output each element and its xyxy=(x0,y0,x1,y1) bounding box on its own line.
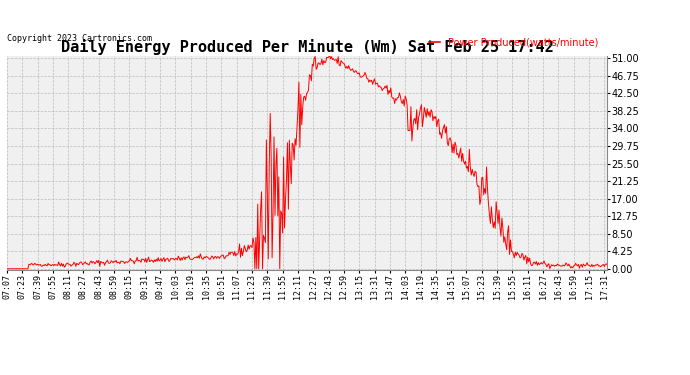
Legend: Power Produced(watts/minute): Power Produced(watts/minute) xyxy=(425,33,602,51)
Text: Copyright 2023 Cartronics.com: Copyright 2023 Cartronics.com xyxy=(7,34,152,44)
Title: Daily Energy Produced Per Minute (Wm) Sat Feb 25 17:42: Daily Energy Produced Per Minute (Wm) Sa… xyxy=(61,39,553,55)
